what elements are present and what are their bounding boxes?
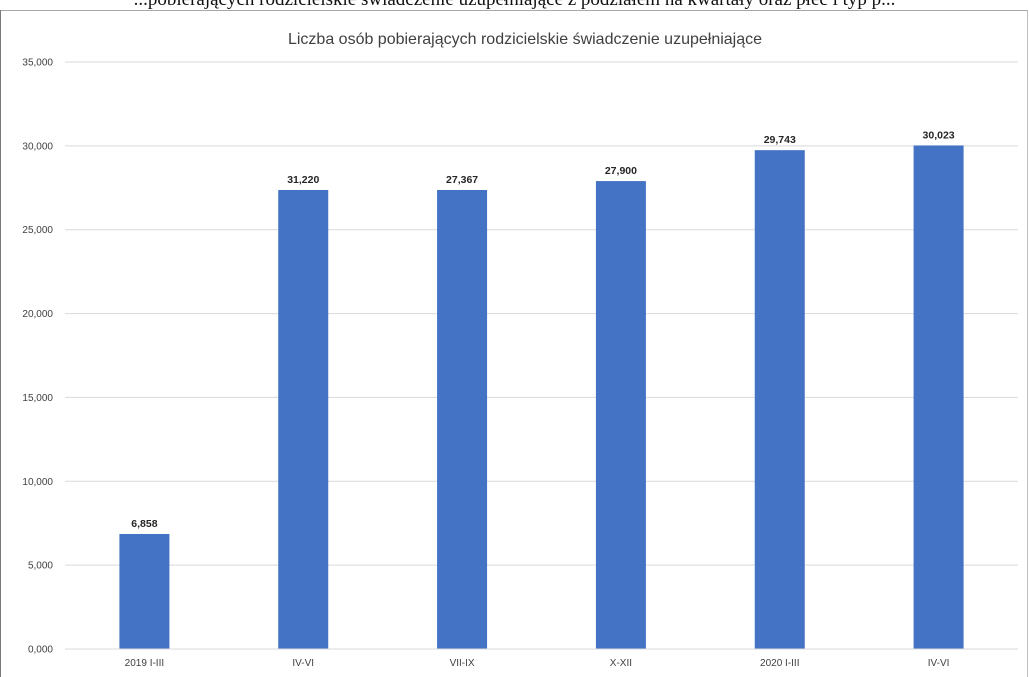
y-tick-label: 0,000: [28, 645, 53, 656]
y-tick-label: 30,000: [22, 141, 53, 152]
data-label: 27,900: [605, 165, 637, 177]
grid-lines: [65, 61, 1018, 566]
x-tick-label: VII-IX: [450, 658, 475, 669]
data-label: 31,220: [287, 174, 319, 186]
y-tick-label: 35,000: [22, 58, 53, 69]
x-tick-label: IV-VI: [928, 658, 950, 669]
bar: [119, 533, 170, 649]
y-tick-label: 10,000: [22, 477, 53, 488]
frame-border-left: [0, 10, 1, 677]
frame-border-right: [1027, 10, 1028, 677]
x-tick-label: 2019 I-III: [125, 658, 164, 669]
y-tick-label: 15,000: [22, 393, 53, 404]
x-tick-label: 2020 I-III: [760, 658, 799, 669]
data-label: 29,743: [764, 134, 796, 146]
clipped-heading: ...pobierających rodzicielskie świadczen…: [0, 0, 1029, 11]
bar: [595, 181, 646, 649]
data-label: 6,858: [131, 518, 157, 530]
x-tick-label: X-XII: [610, 658, 632, 669]
x-tick-label: IV-VI: [292, 658, 314, 669]
frame-border-top: [0, 10, 1028, 11]
bar: [278, 190, 329, 650]
bar: [913, 145, 964, 649]
y-tick-label: 5,000: [28, 561, 53, 572]
data-label: 30,023: [923, 129, 955, 141]
data-labels: 6,858 31,220 27,367 27,900 29,743 30,023: [131, 129, 955, 530]
data-label: 27,367: [446, 174, 478, 186]
bar: [754, 150, 805, 649]
y-tick-label: 25,000: [22, 225, 53, 236]
y-tick-label: 20,000: [22, 309, 53, 320]
x-axis-tick-labels: 2019 I-III IV-VI VII-IX X-XII 2020 I-III IV-V…: [125, 658, 950, 669]
chart-title: Liczba osób pobierających rodzicielskie …: [288, 31, 762, 48]
bars: [119, 145, 964, 650]
bar: [437, 190, 488, 650]
y-axis-tick-labels: 0,000 5,000 10,000 15,000 20,000 25,000 30,000…: [22, 58, 53, 656]
